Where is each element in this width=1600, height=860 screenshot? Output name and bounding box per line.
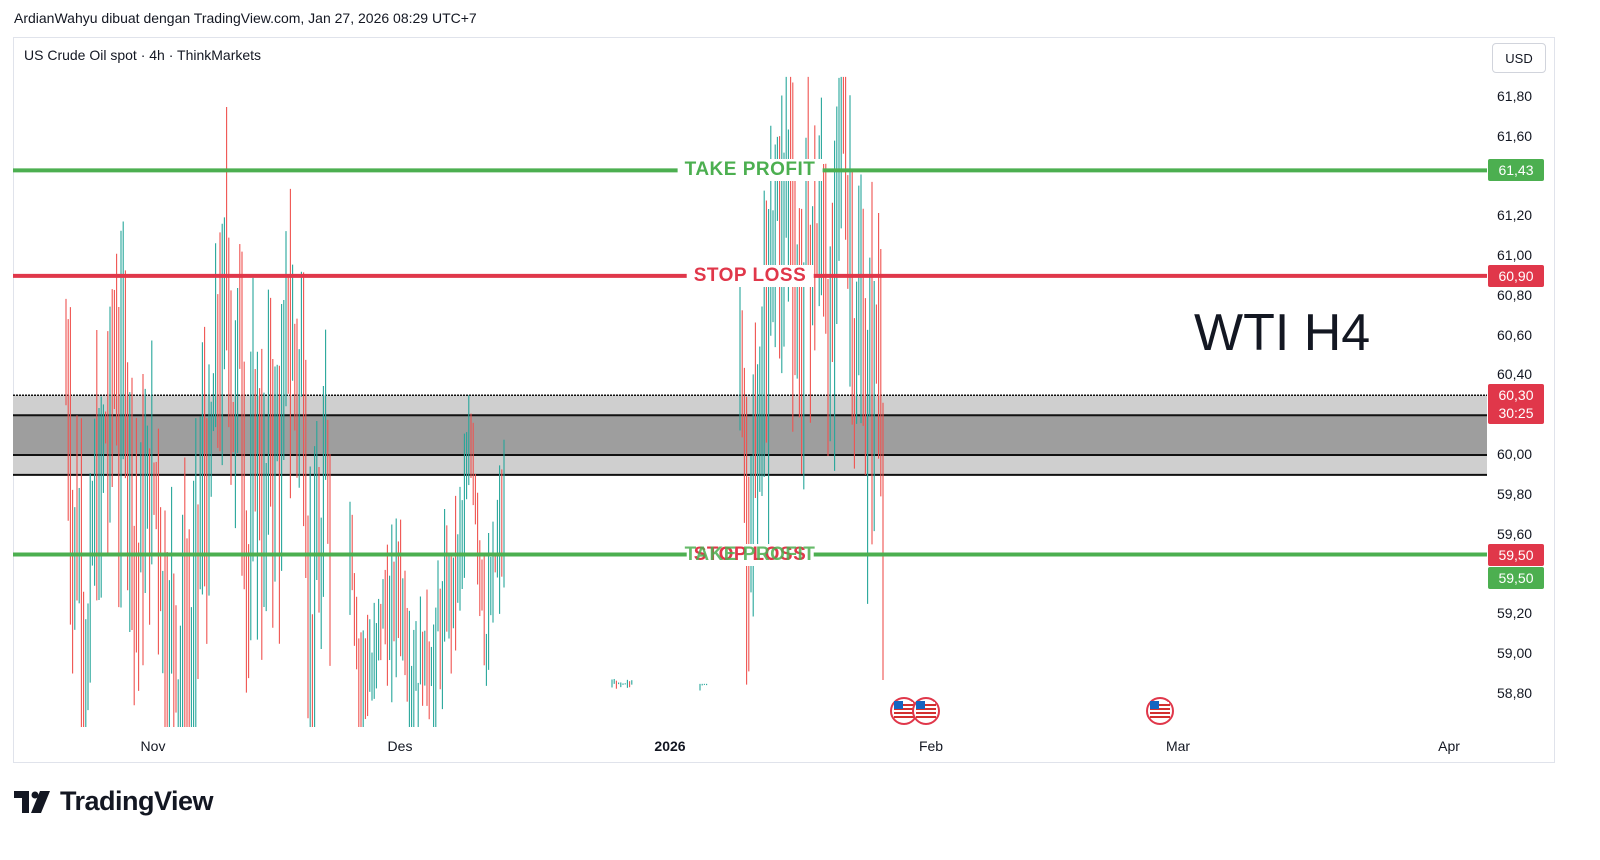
price-tick: 60,00 bbox=[1497, 446, 1533, 462]
price-badge: 60,90 bbox=[1488, 264, 1544, 287]
chart-watermark: WTI H4 bbox=[1194, 304, 1371, 362]
us-flag-icon[interactable] bbox=[1146, 697, 1174, 725]
tradingview-logo-text: TradingView bbox=[60, 786, 214, 816]
price-tick: 59,20 bbox=[1497, 605, 1533, 622]
price-badge: 59,50 bbox=[1488, 543, 1544, 566]
time-tick: Apr bbox=[1438, 738, 1460, 754]
time-tick: Feb bbox=[918, 738, 944, 754]
price-tick: 59,00 bbox=[1497, 645, 1533, 661]
price-tick: 61,80 bbox=[1497, 87, 1533, 104]
price-tick: 58,80 bbox=[1497, 684, 1533, 701]
price-tick: 59,80 bbox=[1497, 485, 1533, 502]
time-tick: 2026 bbox=[654, 738, 686, 754]
economic-events bbox=[890, 697, 1174, 725]
time-tick: Mar bbox=[1165, 738, 1191, 754]
price-tick: 61,00 bbox=[1497, 247, 1533, 263]
price-badge: 61,43 bbox=[1488, 159, 1544, 182]
time-tick: Nov bbox=[140, 738, 166, 754]
bar-countdown: 30:25 bbox=[1498, 405, 1534, 422]
us-flag-icon[interactable] bbox=[890, 697, 918, 725]
last-price-badge: 60,30 30:25 bbox=[1488, 384, 1544, 425]
support-zone bbox=[13, 394, 1487, 476]
chart-caption: ArdianWahyu dibuat dengan TradingView.co… bbox=[14, 10, 477, 26]
last-price-value: 60,30 bbox=[1498, 387, 1534, 404]
us-flag-icon[interactable] bbox=[912, 697, 940, 725]
level-label: STOP LOSS bbox=[686, 264, 814, 287]
price-tick: 60,60 bbox=[1497, 326, 1533, 343]
level-label: TAKE PROFIT bbox=[677, 159, 823, 182]
candles bbox=[65, 76, 884, 727]
tradingview-logo-icon bbox=[14, 790, 50, 813]
price-tick: 61,60 bbox=[1497, 127, 1533, 144]
time-tick: Des bbox=[387, 738, 413, 754]
price-tick: 61,20 bbox=[1497, 207, 1533, 224]
symbol-info[interactable]: US Crude Oil spot · 4h · ThinkMarkets bbox=[24, 47, 262, 63]
level-label: TAKE PROFIT bbox=[684, 543, 816, 565]
zone-inner bbox=[13, 415, 1487, 455]
price-tick: 60,40 bbox=[1497, 366, 1533, 383]
currency-button[interactable]: USD bbox=[1492, 43, 1546, 73]
tradingview-logo[interactable]: TradingView bbox=[14, 786, 214, 817]
level-label: STOP LOSS bbox=[686, 543, 814, 566]
price-tick: 60,80 bbox=[1497, 286, 1533, 303]
price-tick: 59,60 bbox=[1497, 525, 1533, 542]
price-badge: 59,50 bbox=[1488, 566, 1544, 589]
